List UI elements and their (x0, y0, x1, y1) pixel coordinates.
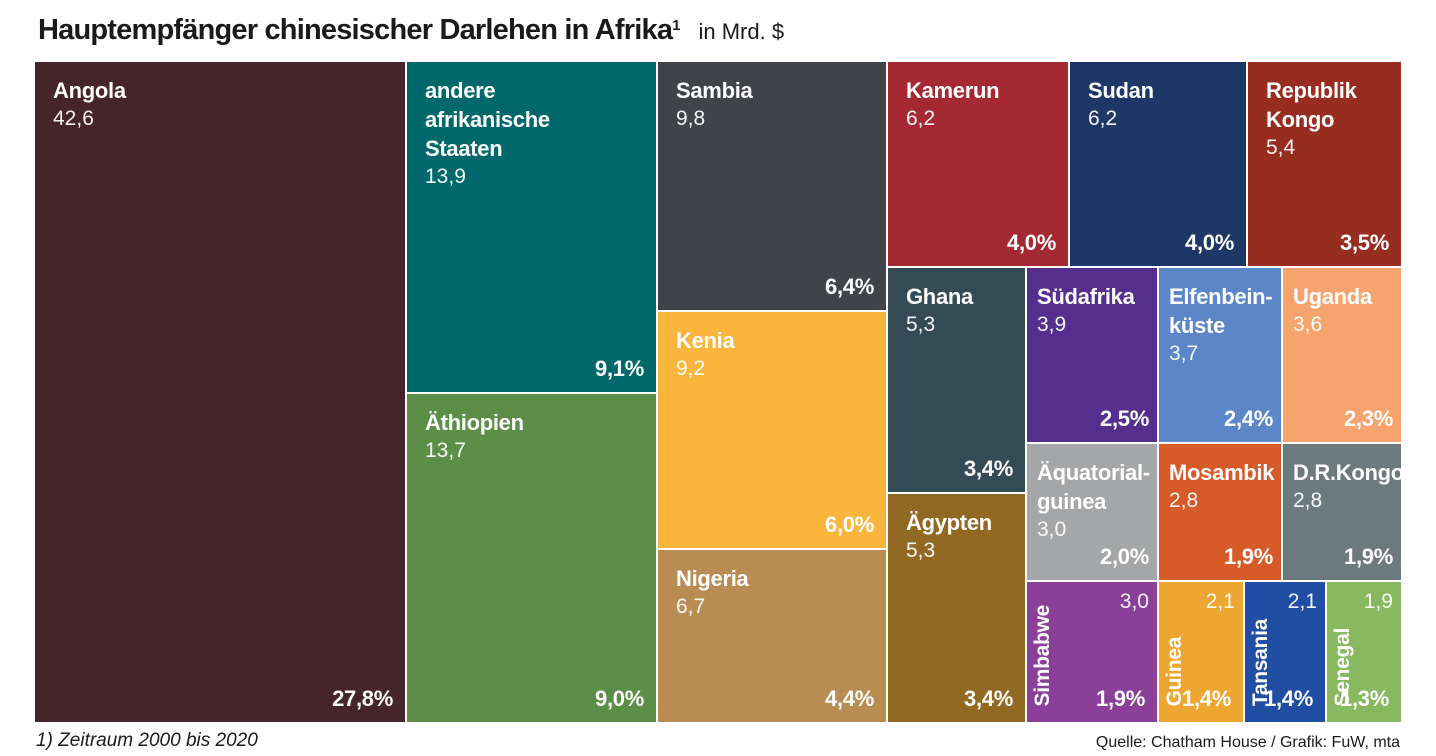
tile-name: Kenia (676, 328, 735, 353)
tile-name: Äthiopien (425, 410, 524, 435)
source-credit: Quelle: Chatham House / Grafik: FuW, mta (1095, 734, 1400, 751)
tile-value: 2,8 (1169, 489, 1199, 512)
tile-name: D.R.Kongo (1293, 460, 1401, 485)
tile-mosambik: Mosambik 2,8 1,9% (1159, 444, 1281, 580)
tile-share: 2,0% (1100, 544, 1149, 569)
tile-name: Sambia (676, 78, 753, 103)
tile-nigeria: Nigeria 6,7 4,4% (658, 550, 886, 722)
tile-value: 3,7 (1169, 342, 1199, 365)
tile-value: 2,1 (1287, 590, 1317, 613)
tile-name: andere afrikanische Staaten (425, 78, 550, 161)
tile-share: 2,5% (1100, 406, 1149, 431)
tile-elfenbeinkuste: Elfenbein- küste 3,7 2,4% (1159, 268, 1281, 442)
tile-guinea: Guinea 2,1 1,4% (1159, 582, 1243, 722)
tile-share: 6,0% (825, 512, 874, 537)
tile-share: 1,4% (1264, 686, 1313, 711)
tile-share: 4,4% (825, 686, 874, 711)
tile-share: 2,3% (1344, 406, 1393, 431)
tile-name: Republik Kongo (1266, 78, 1357, 132)
tile-andere-afrikanische-staaten: andere afrikanische Staaten 13,9 9,1% (407, 62, 656, 392)
tile-share: 4,0% (1007, 230, 1056, 255)
tile-name: Ägypten (906, 510, 992, 535)
tile-share: 9,1% (595, 356, 644, 381)
tile-senegal: Senegal 1,9 1,3% (1327, 582, 1401, 722)
tile-value: 1,9 (1363, 590, 1393, 613)
tile-value: 13,7 (425, 439, 466, 462)
tile-value: 5,3 (906, 313, 936, 336)
tile-value: 3,0 (1119, 590, 1149, 613)
tile-name: Uganda (1293, 284, 1372, 309)
tile-share: 3,4% (964, 686, 1013, 711)
tile-name: Äquatorial- guinea (1037, 460, 1150, 514)
tile-value: 5,3 (906, 539, 936, 562)
tile-share: 1,3% (1340, 686, 1389, 711)
tile-simbabwe: Simbabwe 3,0 1,9% (1027, 582, 1157, 722)
tile-value: 6,7 (676, 595, 706, 618)
tile-aquatorialguinea: Äquatorial- guinea 3,0 2,0% (1027, 444, 1157, 580)
tile-share: 1,9% (1344, 544, 1393, 569)
tile-name: Sudan (1088, 78, 1154, 103)
tile-value: 9,8 (676, 107, 706, 130)
tile-sudafrika: Südafrika 3,9 2,5% (1027, 268, 1157, 442)
tile-value: 42,6 (53, 107, 94, 130)
chart-title: Hauptempfänger chinesischer Darlehen in … (38, 14, 784, 54)
tile-value: 6,2 (1088, 107, 1118, 130)
tile-share: 6,4% (825, 274, 874, 299)
title-footnote-mark: 1 (672, 16, 681, 34)
tile-share: 1,9% (1096, 686, 1145, 711)
tile-d-r-kongo: D.R.Kongo 2,8 1,9% (1283, 444, 1401, 580)
tile-value: 3,9 (1037, 313, 1067, 336)
tile-share: 9,0% (595, 686, 644, 711)
tile-republik-kongo: Republik Kongo 5,4 3,5% (1248, 62, 1401, 266)
tile-share: 3,4% (964, 456, 1013, 481)
tile-share: 4,0% (1185, 230, 1234, 255)
tile-name: Nigeria (676, 566, 749, 591)
tile-name: Angola (53, 78, 126, 103)
tile-name: Elfenbein- küste (1169, 284, 1273, 338)
tile-agypten: Ägypten 5,3 3,4% (888, 494, 1025, 722)
tile-value: 3,6 (1293, 313, 1323, 336)
tile-name: Kamerun (906, 78, 1000, 103)
tile-share: 1,4% (1182, 686, 1231, 711)
treemap: Angola 42,6 27,8% andere afrikanische Staat… (35, 62, 1401, 722)
tile-share: 3,5% (1340, 230, 1389, 255)
tile-ghana: Ghana 5,3 3,4% (888, 268, 1025, 492)
title-text: Hauptempfänger chinesischer Darlehen in … (38, 14, 673, 46)
tile-share: 2,4% (1224, 406, 1273, 431)
tile-sudan: Sudan 6,2 4,0% (1070, 62, 1246, 266)
tile-value: 2,1 (1205, 590, 1235, 613)
tile-value: 13,9 (425, 165, 466, 188)
tile-share: 27,8% (332, 686, 393, 711)
tile-value: 9,2 (676, 357, 706, 380)
tile-sambia: Sambia 9,8 6,4% (658, 62, 886, 310)
tile-tansania: Tansania 2,1 1,4% (1245, 582, 1325, 722)
tile-kamerun: Kamerun 6,2 4,0% (888, 62, 1068, 266)
tile-value: 2,8 (1293, 489, 1323, 512)
tile-name: Mosambik (1169, 460, 1275, 485)
tile-name: Südafrika (1037, 284, 1135, 309)
tile-kenia: Kenia 9,2 6,0% (658, 312, 886, 548)
tile-value: 6,2 (906, 107, 936, 130)
tile-uganda: Uganda 3,6 2,3% (1283, 268, 1401, 442)
tile-name: Ghana (906, 284, 973, 309)
tile-value: 5,4 (1266, 136, 1296, 159)
tile-share: 1,9% (1224, 544, 1273, 569)
footnote: 1) Zeitraum 2000 bis 2020 (36, 730, 258, 751)
unit-label: in Mrd. $ (698, 19, 785, 44)
tile-athiopien: Äthiopien 13,7 9,0% (407, 394, 656, 722)
tile-value: 3,0 (1037, 518, 1067, 541)
tile-name: Simbabwe (1031, 604, 1054, 706)
tile-angola: Angola 42,6 27,8% (35, 62, 405, 722)
